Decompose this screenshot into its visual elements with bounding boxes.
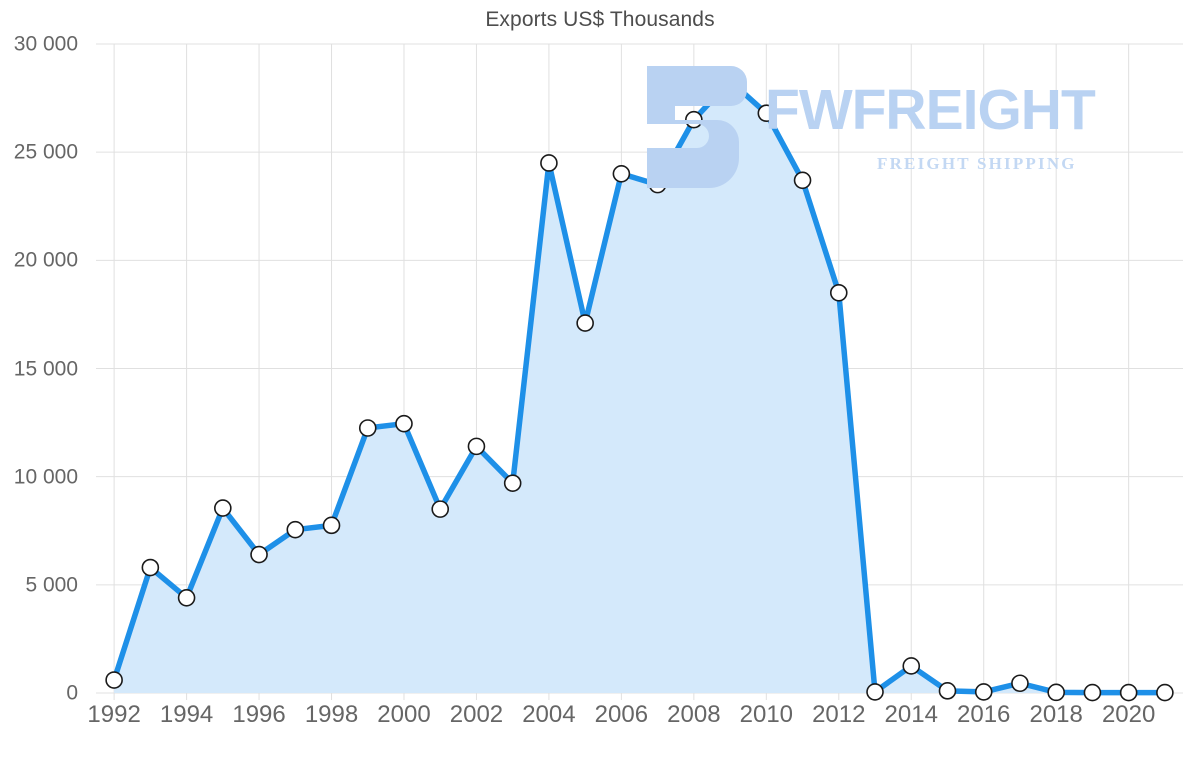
y-axis-tick-label: 25 000 xyxy=(13,140,78,164)
data-point-marker[interactable] xyxy=(866,683,884,701)
data-point-marker[interactable] xyxy=(540,154,558,172)
x-axis-tick-label: 2004 xyxy=(522,701,576,728)
area-fill xyxy=(114,80,1165,693)
data-point-marker[interactable] xyxy=(612,165,631,183)
data-point-marker[interactable] xyxy=(395,414,413,433)
y-axis-tick-label: 5 000 xyxy=(25,573,78,597)
x-axis-tick-label: 2010 xyxy=(739,701,794,728)
data-point-marker[interactable] xyxy=(358,419,377,437)
data-point-marker[interactable] xyxy=(576,314,594,332)
x-axis-tick-label: 1994 xyxy=(159,701,214,728)
x-axis-tick-label: 2002 xyxy=(449,701,504,728)
data-point-marker[interactable] xyxy=(1119,683,1138,702)
data-point-marker[interactable] xyxy=(214,499,232,517)
data-point-marker[interactable] xyxy=(105,671,123,689)
data-point-marker[interactable] xyxy=(177,589,196,607)
y-axis-tick-labels: 0 5 000 10 000 15 000 20 000 25 000 30 000 xyxy=(0,0,78,763)
y-axis-tick-label: 10 000 xyxy=(13,465,78,489)
data-point-marker[interactable] xyxy=(141,558,160,577)
x-axis-tick-label: 2018 xyxy=(1029,701,1083,728)
data-point-marker[interactable] xyxy=(793,171,812,190)
chart-title: Exports US$ Thousands xyxy=(485,8,715,31)
data-point-marker[interactable] xyxy=(1083,683,1102,702)
data-point-marker[interactable] xyxy=(1047,683,1065,702)
data-point-marker[interactable] xyxy=(1156,683,1174,702)
y-axis-tick-label: 15 000 xyxy=(13,357,78,380)
x-axis-tick-label: 2020 xyxy=(1101,701,1156,728)
data-point-marker[interactable] xyxy=(757,104,776,123)
data-point-marker[interactable] xyxy=(1011,674,1029,693)
data-point-marker[interactable] xyxy=(503,474,522,492)
y-axis-tick-label: 20 000 xyxy=(13,248,78,272)
data-point-marker[interactable] xyxy=(685,110,703,129)
data-point-marker[interactable] xyxy=(322,516,341,535)
data-point-marker[interactable] xyxy=(467,437,486,456)
data-point-marker[interactable] xyxy=(902,657,921,675)
data-point-marker[interactable] xyxy=(938,682,957,700)
data-point-marker[interactable] xyxy=(431,500,450,518)
y-axis-tick-label: 30 000 xyxy=(13,32,78,56)
x-axis-tick-label: 1996 xyxy=(232,701,286,728)
x-axis-tick-label: 2008 xyxy=(667,701,721,728)
data-point-marker[interactable] xyxy=(250,545,268,564)
x-axis-tick-label: 2016 xyxy=(957,701,1011,728)
x-axis-tick-label: 1998 xyxy=(304,701,359,728)
x-axis-tick-label: 2006 xyxy=(594,701,649,728)
data-point-marker[interactable] xyxy=(648,175,667,194)
data-point-marker[interactable] xyxy=(286,520,305,539)
x-axis-tick-label: 1992 xyxy=(87,701,141,728)
data-point-marker[interactable] xyxy=(829,283,848,302)
x-axis-tick-label: 2000 xyxy=(377,701,431,728)
x-axis-tick-label: 2012 xyxy=(812,701,866,728)
data-point-marker[interactable] xyxy=(974,683,993,701)
y-axis-tick-label: 0 xyxy=(66,681,78,705)
x-axis-tick-label: 2014 xyxy=(884,701,938,728)
data-point-marker[interactable] xyxy=(721,71,739,90)
